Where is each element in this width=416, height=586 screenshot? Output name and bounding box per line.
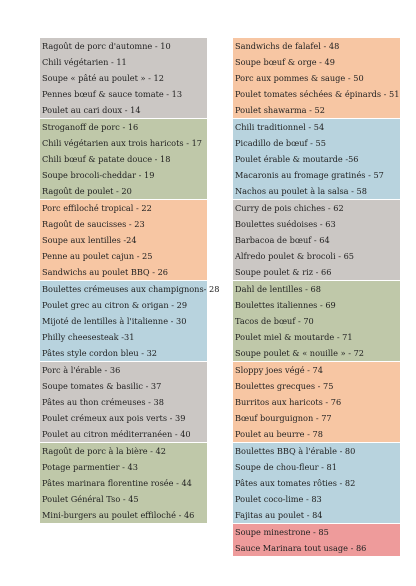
recipe-entry: Pâtes marinara florentine rosée - 44 — [40, 475, 207, 491]
recipe-entry: Pennes bœuf & sauce tomate - 13 — [40, 86, 207, 102]
recipe-entry: Ragoût de porc à la bière - 42 — [40, 443, 207, 459]
recipe-entry: Soupe de chou-fleur - 81 — [233, 459, 400, 475]
recipe-entry: Ragoût de poulet - 20 — [40, 183, 207, 199]
recipe-entry: Poulet crémeux aux pois verts - 39 — [40, 410, 207, 426]
recipe-entry: Poulet au citron méditerranéen - 40 — [40, 426, 207, 442]
recipe-entry: Bœuf bourguignon - 77 — [233, 410, 400, 426]
recipe-entry: Dahl de lentilles - 68 — [233, 281, 400, 297]
recipe-entry: Soupe tomates & basilic - 37 — [40, 378, 207, 394]
recipe-entry: Pâtes au thon crémeuses - 38 — [40, 394, 207, 410]
recipe-group: Boulettes BBQ à l'érable - 80 Soupe de ch… — [233, 443, 400, 523]
recipe-entry: Pâtes style cordon bleu - 32 — [40, 345, 207, 361]
recipe-entry: Pâtes aux tomates rôties - 82 — [233, 475, 400, 491]
recipe-entry: Ragoût de saucisses - 23 — [40, 216, 207, 232]
recipe-entry: Boulettes BBQ à l'érable - 80 — [233, 443, 400, 459]
recipe-entry: Chili traditionnel - 54 — [233, 119, 400, 135]
recipe-entry: Sloppy joes végé - 74 — [233, 362, 400, 378]
recipe-entry: Potage parmentier - 43 — [40, 459, 207, 475]
recipe-entry: Poulet au beurre - 78 — [233, 426, 400, 442]
recipe-entry: Boulettes suédoises - 63 — [233, 216, 400, 232]
recipe-entry: Sandwichs de falafel - 48 — [233, 38, 400, 54]
recipe-entry: Fajitas au poulet - 84 — [233, 507, 400, 523]
recipe-entry: Soupe bœuf & orge - 49 — [233, 54, 400, 70]
recipe-entry: Penne au poulet cajun - 25 — [40, 248, 207, 264]
recipe-entry: Chili bœuf & patate douce - 18 — [40, 151, 207, 167]
recipe-group: Chili traditionnel - 54 Picadillo de bœuf… — [233, 119, 400, 199]
recipe-entry: Barbacoa de bœuf - 64 — [233, 232, 400, 248]
recipe-group: Porc à l'érable - 36 Soupe tomates & basi… — [40, 362, 207, 442]
recipe-entry: Poulet coco-lime - 83 — [233, 491, 400, 507]
recipe-group: Soupe minestrone - 85 Sauce Marinara tout… — [233, 524, 400, 556]
recipe-entry: Poulet tomates séchées & épinards - 51 — [233, 86, 400, 102]
recipe-entry: Curry de pois chiches - 62 — [233, 200, 400, 216]
recipe-entry: Soupe poulet & « nouille » - 72 — [233, 345, 400, 361]
recipe-entry: Philly cheesesteak -31 — [40, 329, 207, 345]
recipe-entry: Porc effiloché tropical - 22 — [40, 200, 207, 216]
recipe-entry: Poulet grec au citron & origan - 29 — [40, 297, 207, 313]
recipe-group: Boulettes crémeuses aux champignons- 28 P… — [40, 281, 219, 361]
recipe-entry: Soupe brocoli-cheddar - 19 — [40, 167, 207, 183]
recipe-entry: Porc aux pommes & sauge - 50 — [233, 70, 400, 86]
recipe-entry: Soupe poulet & riz - 66 — [233, 264, 400, 280]
recipe-entry: Tacos de bœuf - 70 — [233, 313, 400, 329]
recipe-group: Sloppy joes végé - 74 Boulettes grecques … — [233, 362, 400, 442]
recipe-entry: Boulettes grecques - 75 — [233, 378, 400, 394]
recipe-entry: Burritos aux haricots - 76 — [233, 394, 400, 410]
recipe-group: Porc effiloché tropical - 22 Ragoût de sa… — [40, 200, 207, 280]
recipe-entry: Ragoût de porc d'automne - 10 — [40, 38, 207, 54]
recipe-entry: Porc à l'érable - 36 — [40, 362, 207, 378]
recipe-group: Sandwichs de falafel - 48 Soupe bœuf & or… — [233, 38, 400, 118]
recipe-entry: Poulet Général Tso - 45 — [40, 491, 207, 507]
recipe-group: Stroganoff de porc - 16 Chili végétarien … — [40, 119, 207, 199]
recipe-entry: Mijoté de lentilles à l'italienne - 30 — [40, 313, 207, 329]
recipe-entry: Alfredo poulet & brocoli - 65 — [233, 248, 400, 264]
recipe-entry: Soupe aux lentilles -24 — [40, 232, 207, 248]
recipe-entry: Poulet érable & moutarde -56 — [233, 151, 400, 167]
recipe-entry: Nachos au poulet à la salsa - 58 — [233, 183, 400, 199]
recipe-entry: Boulettes italiennes - 69 — [233, 297, 400, 313]
recipe-group: Curry de pois chiches - 62 Boulettes suéd… — [233, 200, 400, 280]
recipe-entry: Boulettes crémeuses aux champignons- 28 — [40, 281, 219, 297]
recipe-group: Ragoût de porc d'automne - 10 Chili végét… — [40, 38, 207, 118]
recipe-entry: Soupe minestrone - 85 — [233, 524, 400, 540]
recipe-index-left-column: Ragoût de porc d'automne - 10 Chili végét… — [40, 38, 219, 523]
recipe-entry: Sandwichs au poulet BBQ - 26 — [40, 264, 207, 280]
recipe-entry: Stroganoff de porc - 16 — [40, 119, 207, 135]
recipe-entry: Mini-burgers au poulet effiloché - 46 — [40, 507, 207, 523]
recipe-group: Dahl de lentilles - 68 Boulettes italienn… — [233, 281, 400, 361]
recipe-entry: Poulet miel & moutarde - 71 — [233, 329, 400, 345]
recipe-group: Ragoût de porc à la bière - 42 Potage par… — [40, 443, 207, 523]
recipe-entry: Chili végétarien - 11 — [40, 54, 207, 70]
recipe-entry: Picadillo de bœuf - 55 — [233, 135, 400, 151]
recipe-entry: Sauce Marinara tout usage - 86 — [233, 540, 400, 556]
recipe-index-right-column: Sandwichs de falafel - 48 Soupe bœuf & or… — [233, 38, 400, 556]
recipe-entry: Macaronis au fromage gratinés - 57 — [233, 167, 400, 183]
recipe-entry: Soupe « pâté au poulet » - 12 — [40, 70, 207, 86]
recipe-entry: Chili végétarien aux trois haricots - 17 — [40, 135, 207, 151]
recipe-entry: Poulet au cari doux - 14 — [40, 102, 207, 118]
recipe-entry: Poulet shawarma - 52 — [233, 102, 400, 118]
